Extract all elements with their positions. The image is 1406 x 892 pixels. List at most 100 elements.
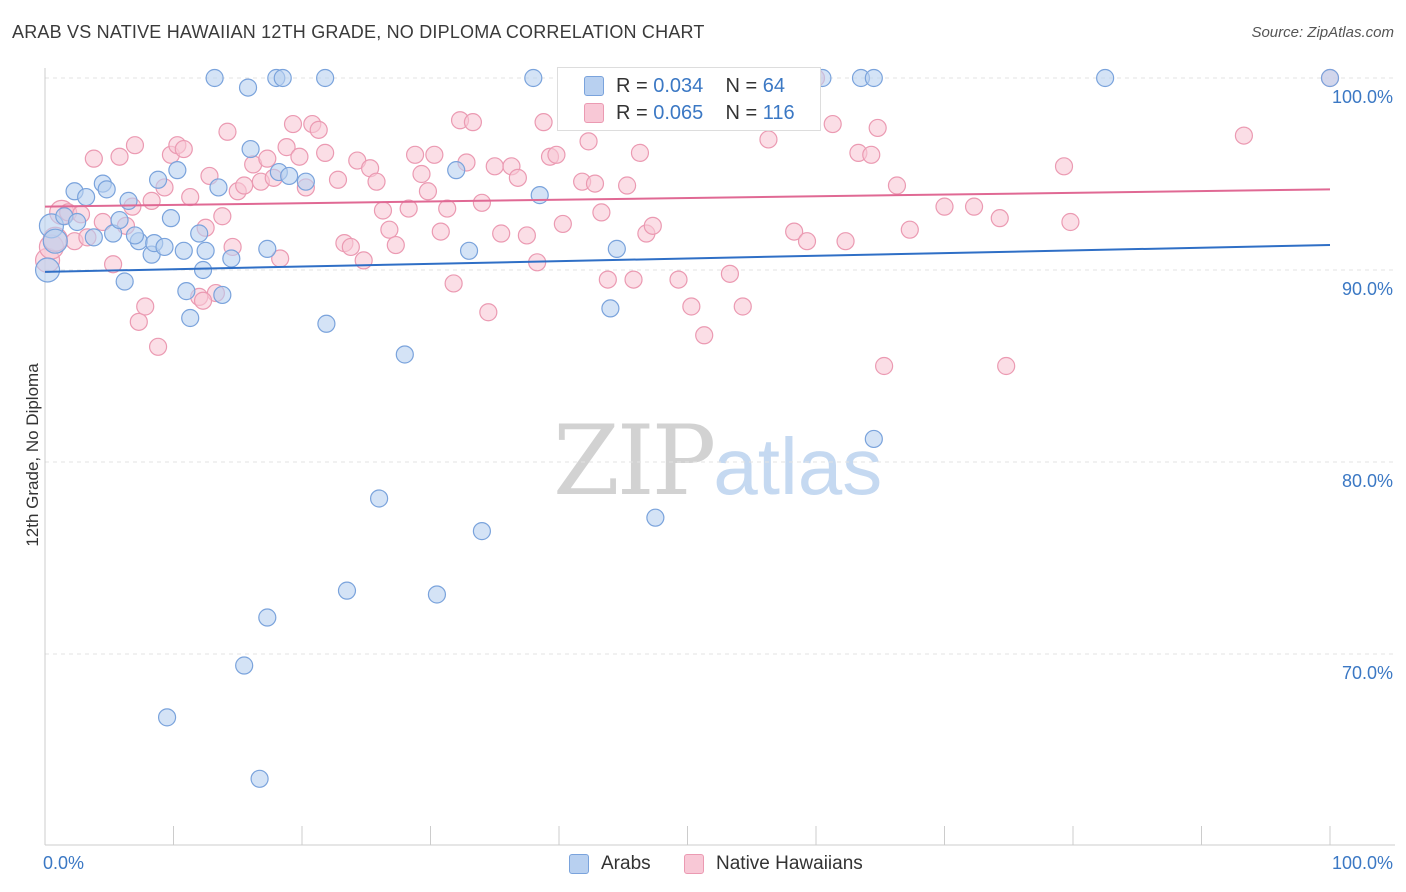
hawaiian-point xyxy=(720,264,740,283)
legend-n-label: N = xyxy=(725,101,763,124)
hawaiian-point xyxy=(444,274,463,293)
legend-label-arabs: Arabs xyxy=(601,853,651,874)
hawaiian-point xyxy=(598,270,617,289)
y-tick-label: 80.0% xyxy=(1342,471,1393,491)
hawaiian-point xyxy=(405,145,425,164)
arabs-point xyxy=(115,272,134,291)
hawaiian-point xyxy=(1054,157,1074,176)
hawaiian-point xyxy=(472,193,491,212)
hawaiian-point xyxy=(425,145,444,164)
arabs-point xyxy=(155,237,174,257)
tick-labels: 100.0% 90.0% 80.0% 70.0% 0.0% 100.0% xyxy=(43,87,1393,873)
arabs-point xyxy=(395,345,414,364)
legend-swatch-arabs xyxy=(569,854,589,874)
arabs-point xyxy=(205,68,224,88)
arabs-point xyxy=(530,186,549,205)
arabs-point xyxy=(168,161,187,180)
arabs-point xyxy=(447,161,466,180)
hawaiian-point xyxy=(418,182,438,201)
arabs-point xyxy=(1096,68,1115,88)
watermark: ZIPatlas xyxy=(553,405,882,517)
x-tick-label: 100.0% xyxy=(1332,853,1393,873)
hawaiian-point xyxy=(823,114,842,134)
hawaiian-point xyxy=(479,303,498,322)
arabs-point xyxy=(97,180,116,199)
arabs-point xyxy=(148,170,168,189)
hawaiian-point xyxy=(682,297,701,316)
hawaiian-point xyxy=(218,122,237,141)
hawaiian-point xyxy=(136,297,155,316)
arabs-point xyxy=(34,257,61,283)
hawaiian-point xyxy=(1234,126,1254,145)
arabs-point xyxy=(157,708,177,727)
hawaiian-point xyxy=(277,138,296,157)
hawaiian-point xyxy=(836,232,855,251)
hawaiian-point xyxy=(785,222,804,241)
hawaiian-point xyxy=(193,291,213,310)
hawaiian-point xyxy=(84,149,103,168)
legend-n-label: N = xyxy=(725,74,763,97)
hawaiian-point xyxy=(1061,212,1080,232)
hawaiian-point xyxy=(900,220,919,239)
legend-text-arabs: R = 0.034 N = 64 xyxy=(616,75,785,98)
hawaiian-point xyxy=(258,149,277,168)
hawaiian-point xyxy=(964,197,984,216)
hawaiian-point xyxy=(380,220,399,239)
arabs-point xyxy=(864,429,883,449)
hawaiian-point xyxy=(412,164,431,184)
arabs-point xyxy=(316,68,335,88)
hawaiian-point xyxy=(110,147,129,166)
hawaiian-point xyxy=(129,312,148,331)
arabs-point xyxy=(235,656,254,675)
arabs-point xyxy=(68,212,87,232)
arabs-point xyxy=(337,581,357,600)
hawaiian-point xyxy=(630,143,650,162)
hawaiian-point xyxy=(148,337,168,356)
legend-swatch-hawaiians xyxy=(584,103,604,123)
arabs-point xyxy=(607,239,626,258)
hawaiian-point xyxy=(643,216,662,235)
legend-r-label: R = xyxy=(616,101,654,124)
chart-title: ARAB VS NATIVE HAWAIIAN 12TH GRADE, NO D… xyxy=(12,22,705,42)
hawaiian-point xyxy=(142,191,161,210)
hawaiian-point xyxy=(517,226,536,245)
hawaiian-point xyxy=(534,113,553,132)
source-label: Source: ZipAtlas.com xyxy=(1251,24,1394,41)
x-tick-label: 0.0% xyxy=(43,853,84,873)
hawaiian-point xyxy=(485,157,504,176)
hawaiian-point xyxy=(316,143,335,162)
arabs-point xyxy=(177,282,196,301)
arabs-point xyxy=(209,178,228,197)
y-tick-label: 90.0% xyxy=(1342,279,1393,299)
arabs-point xyxy=(273,68,292,88)
trend-lines xyxy=(44,188,1331,273)
hawaiian-point xyxy=(508,168,527,187)
hawaiian-point xyxy=(997,356,1016,376)
hawaiian-point xyxy=(431,222,450,241)
arabs-point xyxy=(258,239,277,258)
trend-line-arabs xyxy=(44,244,1331,273)
y-tick-label: 100.0% xyxy=(1332,87,1393,107)
series-legend: Arabs Native Hawaiians xyxy=(0,852,1406,878)
legend-text-hawaiians: R = 0.065 N = 116 xyxy=(616,102,795,125)
arabs-point xyxy=(250,769,269,788)
hawaiian-point xyxy=(990,209,1009,228)
arabs-point xyxy=(524,68,543,88)
hawaiian-point xyxy=(213,207,232,226)
hawaiian-point xyxy=(174,139,193,159)
arabs-point xyxy=(258,608,277,627)
arabs-point xyxy=(601,299,620,318)
arabs-point xyxy=(119,191,138,210)
legend-r-value-hawaiians: 0.065 xyxy=(653,101,704,124)
watermark-atlas: atlas xyxy=(713,422,883,511)
hawaiian-point xyxy=(492,224,511,243)
arabs-point xyxy=(161,209,181,228)
arabs-point xyxy=(241,139,260,159)
arabs-point xyxy=(296,172,315,191)
watermark-zip: ZIP xyxy=(553,405,716,517)
series-arabs-points xyxy=(34,68,1340,788)
arabs-point xyxy=(213,285,232,305)
arabs-point xyxy=(370,489,389,508)
arabs-point xyxy=(317,314,336,333)
